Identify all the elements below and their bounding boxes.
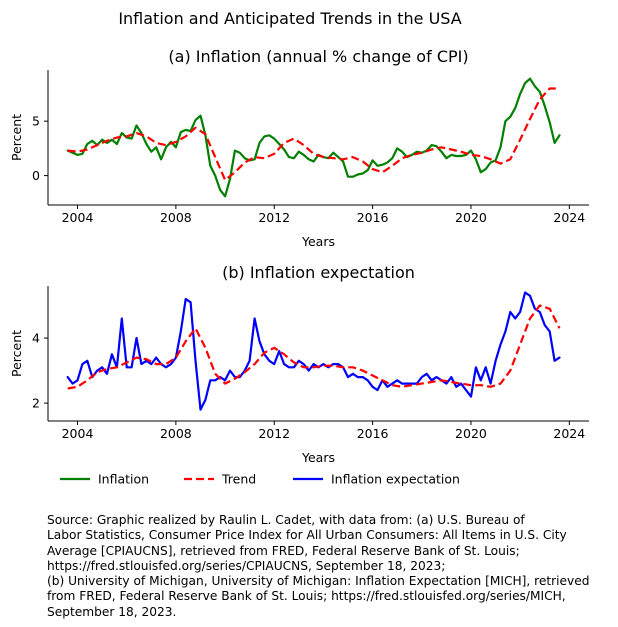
- chart-title: (b) Inflation expectation: [222, 263, 415, 282]
- y-tick-label: 2: [32, 396, 40, 411]
- chart-panel-a: (a) Inflation (annual % change of CPI) 20…: [9, 47, 589, 249]
- legend-label-inflation-expectation: Inflation expectation: [331, 472, 460, 487]
- source-line-6: from FRED, Federal Reserve Bank of St. L…: [47, 589, 566, 604]
- series-line-inflation: [66, 77, 561, 198]
- x-tick-label: 2024: [553, 426, 585, 441]
- chart-title: (a) Inflation (annual % change of CPI): [168, 47, 468, 66]
- x-tick-label: 2016: [357, 426, 389, 441]
- x-axis-label: Years: [301, 450, 335, 465]
- chart-panel-b: (b) Inflation expectation 2004 2008 2012 201…: [9, 263, 589, 465]
- y-tick-label: 4: [32, 331, 40, 346]
- y-tick-label: 0: [32, 168, 40, 183]
- x-tick-label: 2008: [160, 210, 192, 225]
- legend: Inflation Trend Inflation expectation: [60, 472, 460, 487]
- x-tick-label: 2016: [357, 210, 389, 225]
- source-line-2: Labor Statistics, Consumer Price Index f…: [47, 528, 567, 543]
- source-note: Source: Graphic realized by Raulin L. Ca…: [47, 513, 612, 620]
- x-tick-label: 2004: [62, 426, 94, 441]
- series-line-inflation-expectation: [66, 291, 561, 411]
- source-line-5: (b) University of Michigan, University o…: [47, 574, 590, 589]
- figure-title: Inflation and Anticipated Trends in the …: [118, 9, 461, 28]
- legend-label-inflation: Inflation: [98, 472, 149, 487]
- x-tick-label: 2020: [455, 426, 487, 441]
- y-axis-label: Percent: [9, 114, 24, 161]
- series-line-trend: [67, 87, 560, 182]
- x-tick-label: 2008: [160, 426, 192, 441]
- x-tick-label: 2024: [553, 210, 585, 225]
- x-tick-label: 2012: [258, 426, 290, 441]
- x-tick-label: 2004: [62, 210, 94, 225]
- source-line-7: September 18, 2023.: [47, 604, 177, 619]
- source-line-4: https://fred.stlouisfed.org/series/CPIAU…: [47, 558, 446, 573]
- x-tick-label: 2020: [455, 210, 487, 225]
- y-tick-label: 5: [32, 114, 40, 129]
- y-axis-label: Percent: [9, 330, 24, 377]
- x-tick-label: 2012: [258, 210, 290, 225]
- source-line-1: Source: Graphic realized by Raulin L. Ca…: [47, 513, 525, 527]
- x-axis-label: Years: [301, 234, 335, 249]
- source-line-3: Average [CPIAUCNS], retrieved from FRED,…: [47, 543, 520, 558]
- series-line-trend: [67, 304, 561, 390]
- legend-label-trend: Trend: [221, 472, 256, 487]
